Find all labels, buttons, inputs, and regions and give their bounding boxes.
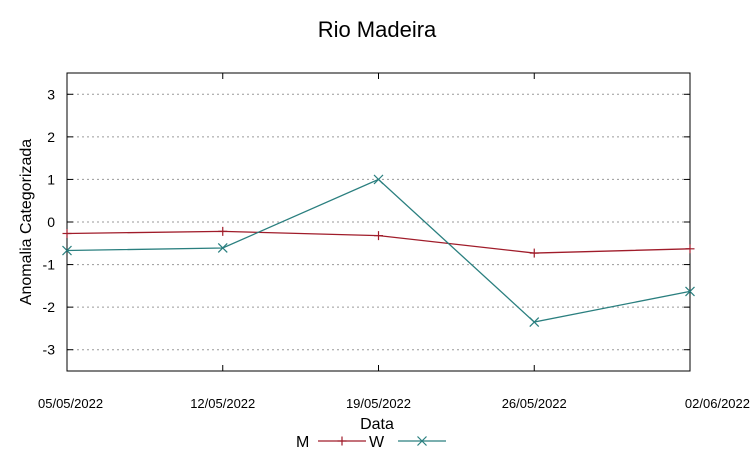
data-point xyxy=(374,231,383,241)
y-tick-label: 3 xyxy=(47,86,55,102)
data-point xyxy=(62,245,72,256)
legend-marker xyxy=(337,436,347,446)
legend-item-W: W xyxy=(369,434,446,451)
y-tick-label: 1 xyxy=(47,171,55,187)
x-tick-label: 05/05/2022 xyxy=(38,396,103,411)
y-tick-label: 2 xyxy=(47,129,55,145)
data-point xyxy=(218,226,228,236)
x-tick-label: 26/05/2022 xyxy=(502,396,567,411)
data-point xyxy=(529,317,540,327)
y-tick-label: -2 xyxy=(43,299,56,315)
x-tick-label: 19/05/2022 xyxy=(346,396,411,411)
y-tick-label: -1 xyxy=(43,257,56,273)
data-point xyxy=(62,228,72,238)
legend-label: W xyxy=(369,434,385,451)
legend-label: M xyxy=(296,434,309,451)
y-axis-label: Anomalia Categorizada xyxy=(18,139,35,305)
series-M xyxy=(62,226,695,258)
data-point xyxy=(529,248,539,258)
series-W xyxy=(62,174,695,327)
y-tick-label: 0 xyxy=(47,214,55,230)
x-tick-label: 02/06/2022 xyxy=(685,396,750,411)
data-point xyxy=(373,174,384,185)
x-axis-label: Data xyxy=(360,416,394,433)
chart-title: Rio Madeira xyxy=(318,17,437,42)
legend-item-M: M xyxy=(296,434,366,451)
legend-marker xyxy=(417,436,427,446)
data-point xyxy=(685,286,695,297)
y-tick-label: -3 xyxy=(43,342,56,358)
data-point xyxy=(217,243,228,253)
data-point xyxy=(685,244,695,254)
x-tick-label: 12/05/2022 xyxy=(190,396,255,411)
